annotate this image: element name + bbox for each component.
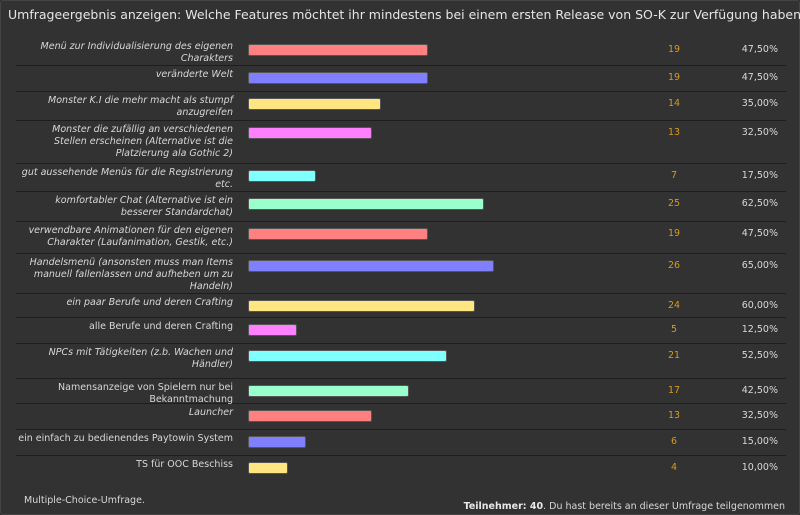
result-bar <box>248 350 447 362</box>
vote-percent: 42,50% <box>741 385 778 396</box>
option-label: Launcher <box>188 407 233 418</box>
poll-type: Multiple-Choice-Umfrage. <box>24 495 145 506</box>
vote-percent: 62,50% <box>741 198 778 209</box>
result-bar <box>248 170 316 182</box>
result-bar <box>248 436 307 448</box>
result-bar <box>248 462 288 474</box>
result-bar <box>248 198 485 210</box>
option-label: Monster die zufällig an verschiedenen St… <box>52 124 233 159</box>
option-label: gut aussehende Menüs für die Registrieru… <box>21 167 233 190</box>
vote-percent: 47,50% <box>741 228 778 239</box>
vote-count: 19 <box>667 228 681 239</box>
participants-count: Teilnehmer: 40 <box>463 501 544 512</box>
vote-count: 13 <box>667 410 681 421</box>
option-label: ein paar Berufe und deren Crafting <box>66 297 233 308</box>
option-label: komfortabler Chat (Alternative ist ein b… <box>55 195 233 218</box>
option-label: Monster K.I die mehr macht als stumpf an… <box>48 95 233 118</box>
vote-count: 26 <box>667 260 681 271</box>
result-row: alle Berufe und deren Crafting 5 12,50% <box>16 318 786 344</box>
result-row: Menü zur Individualisierung des eigenen … <box>16 38 786 66</box>
result-bar <box>248 324 297 336</box>
option-label: veränderte Welt <box>155 69 233 80</box>
vote-count: 6 <box>670 436 678 447</box>
option-label: verwendbare Animationen für den eigenen … <box>28 225 233 248</box>
vote-percent: 17,50% <box>741 170 778 181</box>
vote-percent: 12,50% <box>741 324 778 335</box>
vote-count: 5 <box>670 324 678 335</box>
vote-percent: 32,50% <box>741 127 778 138</box>
option-label: Handelsmenü (ansonsten muss man Items ma… <box>29 257 233 292</box>
result-bar <box>248 127 372 139</box>
vote-count: 24 <box>667 300 681 311</box>
option-label: TS für OOC Beschiss <box>136 459 233 470</box>
result-row: Handelsmenü (ansonsten muss man Items ma… <box>16 254 786 294</box>
vote-percent: 47,50% <box>741 72 778 83</box>
result-row: veränderte Welt 19 47,50% <box>16 66 786 92</box>
result-row: Monster K.I die mehr macht als stumpf an… <box>16 92 786 121</box>
vote-percent: 15,00% <box>741 436 778 447</box>
results-list: Menü zur Individualisierung des eigenen … <box>16 38 786 482</box>
vote-percent: 32,50% <box>741 410 778 421</box>
vote-count: 14 <box>667 98 681 109</box>
result-row: NPCs mit Tätigkeiten (z.b. Wachen und Hä… <box>16 344 786 379</box>
result-row: Namensanzeige von Spielern nur bei Bekan… <box>16 379 786 405</box>
result-row: verwendbare Animationen für den eigenen … <box>16 222 786 254</box>
vote-count: 13 <box>667 127 681 138</box>
vote-count: 25 <box>667 198 681 209</box>
option-label: Menü zur Individualisierung des eigenen … <box>40 41 233 64</box>
participants-info: Teilnehmer: 40. Du hast bereits an diese… <box>464 501 785 512</box>
result-row: Monster die zufällig an verschiedenen St… <box>16 121 786 164</box>
result-bar <box>248 228 429 240</box>
vote-percent: 52,50% <box>741 350 778 361</box>
vote-count: 21 <box>667 350 681 361</box>
vote-count: 17 <box>667 385 681 396</box>
result-row: ein paar Berufe und deren Crafting 24 60… <box>16 294 786 318</box>
vote-count: 19 <box>667 72 681 83</box>
result-row: komfortabler Chat (Alternative ist ein b… <box>16 192 786 222</box>
result-bar <box>248 260 494 272</box>
vote-percent: 65,00% <box>741 260 778 271</box>
vote-percent: 47,50% <box>741 44 778 55</box>
result-bar <box>248 44 429 56</box>
result-row: TS für OOC Beschiss 4 10,00% <box>16 456 786 482</box>
result-row: Launcher 13 32,50% <box>16 404 786 430</box>
option-label: alle Berufe und deren Crafting <box>89 321 233 332</box>
vote-percent: 35,00% <box>741 98 778 109</box>
result-bar <box>248 385 410 397</box>
option-label: ein einfach zu bedienendes Paytowin Syst… <box>18 433 233 444</box>
result-bar <box>248 72 429 84</box>
result-row: ein einfach zu bedienendes Paytowin Syst… <box>16 430 786 456</box>
vote-count: 19 <box>667 44 681 55</box>
poll-title: Umfrageergebnis anzeigen: Welche Feature… <box>8 7 800 22</box>
result-bar <box>248 98 382 110</box>
vote-percent: 10,00% <box>741 462 778 473</box>
participation-note: . Du hast bereits an dieser Umfrage teil… <box>543 501 785 512</box>
result-bar <box>248 300 475 312</box>
vote-count: 4 <box>670 462 678 473</box>
result-row: gut aussehende Menüs für die Registrieru… <box>16 164 786 192</box>
result-bar <box>248 410 372 422</box>
option-label: NPCs mit Tätigkeiten (z.b. Wachen und Hä… <box>48 347 233 370</box>
vote-percent: 60,00% <box>741 300 778 311</box>
vote-count: 7 <box>670 170 678 181</box>
option-label: Namensanzeige von Spielern nur bei Bekan… <box>58 382 233 405</box>
